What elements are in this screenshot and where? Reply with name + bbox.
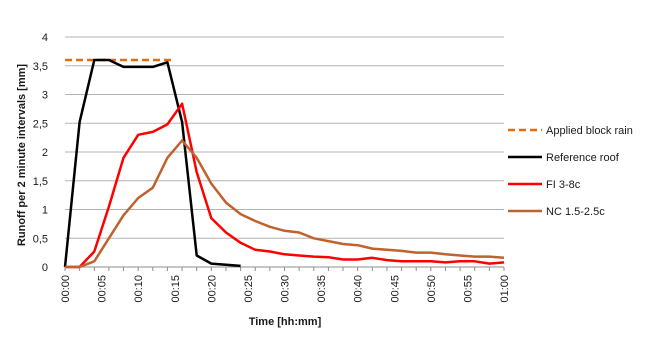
- y-tick-label: 4: [42, 32, 48, 44]
- y-tick-label: 0: [42, 262, 48, 274]
- y-tick-label: 2,5: [33, 118, 48, 130]
- x-tick-label: 00:40: [353, 275, 365, 303]
- x-tick-label: 00:35: [316, 275, 328, 303]
- legend-label-3: NC 1.5-2.5c: [546, 206, 605, 218]
- y-tick-label: 1,5: [33, 176, 48, 188]
- legend-label-0: Applied block rain: [546, 125, 633, 137]
- x-tick-label: 00:15: [170, 275, 182, 303]
- x-tick-label: 00:00: [60, 275, 72, 303]
- y-tick-label: 2: [42, 147, 48, 159]
- x-axis-title: Time [hh:mm]: [249, 316, 322, 328]
- series-layer: [63, 58, 505, 269]
- x-tick-label: 00:25: [243, 275, 255, 303]
- y-tick-label: 3: [42, 90, 48, 102]
- x-tick-label: 00:20: [206, 275, 218, 303]
- y-tick-label: 3,5: [33, 61, 48, 73]
- legend-label-1: Reference roof: [546, 152, 620, 164]
- series-line-2: [65, 102, 505, 269]
- y-axis-title: Runoff per 2 minute intervals [mm]: [16, 64, 28, 246]
- legend: Applied block rain Reference roof FI 3-8c N…: [508, 125, 633, 218]
- axis-layer: 0 0,5 1 1,5 2 2,5 3 3,5 4 00:00 00:05 00:10 00:15 00:…: [33, 32, 511, 303]
- x-tick-label: 00:50: [426, 275, 438, 303]
- y-tick-label: 0,5: [33, 233, 48, 245]
- y-tick-label: 1: [42, 205, 48, 217]
- series-line-3: [65, 139, 505, 269]
- legend-label-2: FI 3-8c: [546, 179, 581, 191]
- x-tick-label: 00:45: [389, 275, 401, 303]
- x-tick-label: 00:55: [462, 275, 474, 303]
- x-tick-label: 00:30: [280, 275, 292, 303]
- x-tick-label: 01:00: [499, 275, 511, 303]
- x-tick-label: 00:10: [133, 275, 145, 303]
- series-line-1: [63, 58, 241, 268]
- x-tick-label: 00:05: [97, 275, 109, 303]
